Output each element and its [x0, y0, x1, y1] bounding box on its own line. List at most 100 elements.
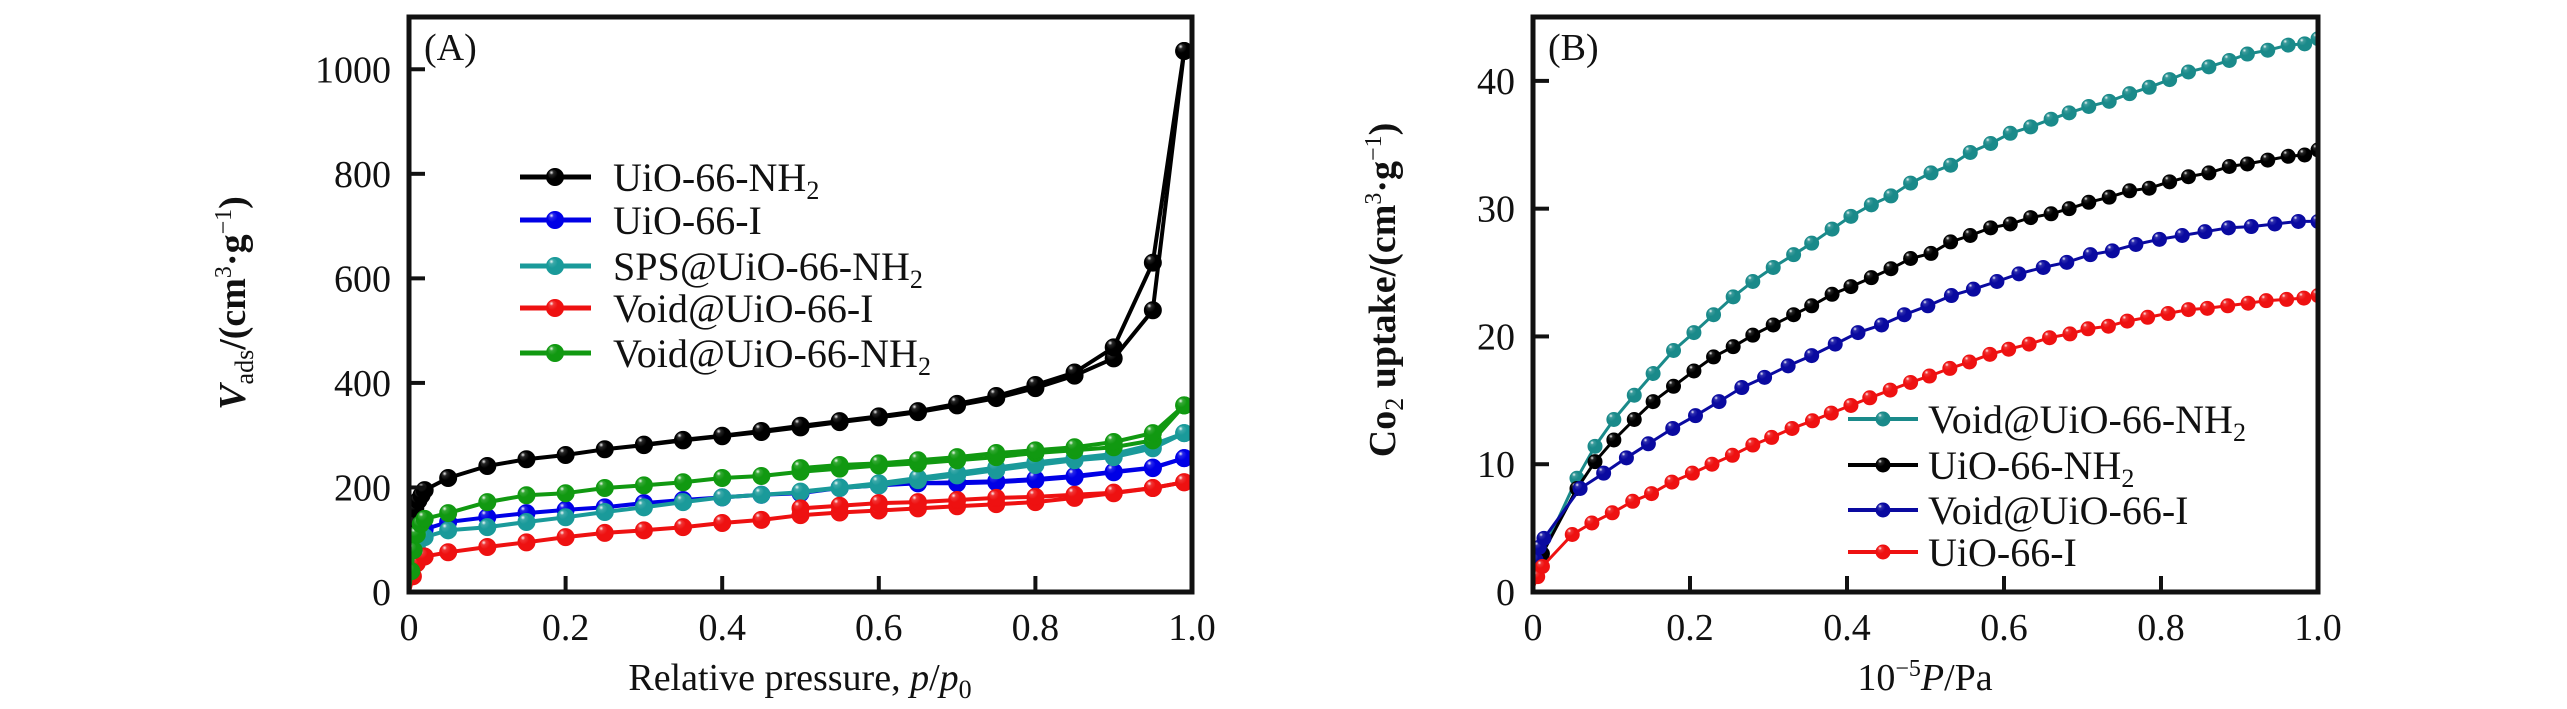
marker-highlight: [1766, 431, 1774, 440]
data-point: [713, 426, 732, 445]
marker-highlight: [2222, 221, 2231, 230]
data-point: [1587, 438, 1603, 454]
data-point: [1143, 478, 1162, 497]
marker-highlight: [1146, 255, 1156, 265]
marker-highlight: [2103, 95, 2112, 104]
data-point: [556, 446, 575, 465]
data-point: [1534, 558, 1550, 574]
marker-highlight: [1146, 303, 1156, 313]
panel-a-y-axis-title: Vads/(cm3·g−1): [211, 196, 259, 410]
marker-highlight: [989, 445, 999, 456]
panel-b-ticks: 0 0.2 0.4 0.6 0.8 1.0 0 10 20 30 40: [1477, 61, 2342, 649]
data-point: [1572, 481, 1588, 496]
marker-highlight: [1666, 476, 1675, 484]
marker-highlight: [1736, 381, 1744, 390]
data-point: [1982, 346, 1998, 362]
marker-highlight: [2176, 229, 2185, 238]
marker-highlight: [1845, 399, 1854, 408]
data-point: [1804, 348, 1820, 364]
data-point: [556, 484, 575, 503]
series-void-uio-66-i: [1533, 213, 2318, 586]
panel-b-plot-area: [1533, 31, 2318, 589]
marker-highlight: [597, 480, 608, 491]
x-title-sub: 0: [959, 675, 972, 704]
marker-highlight: [1713, 395, 1722, 404]
marker-highlight: [1706, 458, 1715, 466]
y-title-close: ): [1362, 123, 1404, 136]
marker-highlight: [1067, 487, 1078, 497]
marker-highlight: [1106, 434, 1117, 445]
marker-highlight: [1598, 467, 1606, 475]
marker-highlight: [1536, 560, 1545, 569]
data-point: [1625, 493, 1641, 509]
marker-highlight: [2201, 302, 2210, 311]
marker-highlight: [1667, 344, 1676, 353]
legend-text: UiO-66-I: [2040, 488, 2189, 533]
marker-highlight: [1877, 546, 1886, 554]
y-tick-label: 40: [1477, 61, 1515, 103]
data-point: [1734, 380, 1750, 396]
data-point: [1706, 307, 1722, 323]
legend-label: Void@UiO-66-NH2: [613, 331, 931, 381]
data-point: [1843, 397, 1859, 413]
legend-label: SPS@UiO-66-NH2: [613, 244, 923, 294]
marker-highlight: [2242, 297, 2251, 305]
data-point: [1104, 432, 1123, 451]
legend-item: Void@UiO-66-I: [520, 286, 874, 331]
marker-highlight: [2260, 294, 2269, 303]
marker-highlight: [2025, 120, 2033, 129]
data-point: [478, 518, 497, 537]
data-point: [1175, 449, 1192, 468]
data-point: [1725, 339, 1741, 355]
marker-highlight: [950, 449, 960, 460]
data-point: [1882, 382, 1898, 398]
marker-highlight: [1964, 229, 1973, 238]
data-point: [908, 493, 927, 512]
marker-highlight: [676, 494, 686, 505]
marker-highlight: [1885, 262, 1894, 271]
legend-marker: [1875, 457, 1891, 473]
legend-text: UiO-66-NH: [2040, 397, 2233, 442]
marker-highlight: [558, 529, 569, 540]
data-point: [2122, 183, 2138, 199]
data-point: [713, 514, 732, 532]
marker-highlight: [2023, 338, 2032, 346]
data-point: [830, 496, 849, 515]
data-point: [2240, 295, 2256, 311]
marker-highlight: [2004, 218, 2013, 226]
marker-highlight: [1845, 280, 1854, 289]
legend-label: Void@UiO-66-I: [613, 286, 874, 331]
data-point: [1965, 281, 1981, 297]
data-point: [1921, 368, 1937, 384]
data-point: [2042, 330, 2058, 346]
data-point: [948, 394, 967, 413]
marker-highlight: [832, 498, 843, 508]
marker-highlight: [1106, 340, 1117, 350]
data-point: [1862, 390, 1878, 406]
data-point: [2043, 206, 2059, 222]
marker-highlight: [1177, 450, 1187, 461]
marker-highlight: [480, 494, 490, 505]
data-point: [1943, 157, 1959, 173]
legend-marker: [546, 211, 564, 229]
y-title-rest: uptake/(cm: [1362, 205, 1404, 398]
marker-highlight: [1028, 377, 1038, 388]
data-point: [1175, 396, 1192, 415]
marker-highlight: [1923, 370, 1932, 378]
marker-highlight: [1788, 248, 1796, 257]
marker-highlight: [1620, 451, 1629, 460]
marker-highlight: [548, 258, 558, 269]
marker-highlight: [597, 525, 608, 536]
marker-highlight: [715, 515, 725, 526]
y-tick-label: 20: [1477, 316, 1515, 358]
data-point: [2062, 326, 2078, 342]
data-point: [2297, 36, 2313, 52]
data-point: [2220, 298, 2236, 314]
marker-highlight: [1829, 338, 1838, 346]
series-uio-66-i: [1533, 288, 2318, 589]
marker-highlight: [2241, 157, 2250, 166]
panel-a-plot-area: [409, 41, 1192, 592]
marker-highlight: [1686, 467, 1695, 475]
legend-marker: [1875, 544, 1891, 560]
marker-highlight: [2182, 65, 2191, 74]
